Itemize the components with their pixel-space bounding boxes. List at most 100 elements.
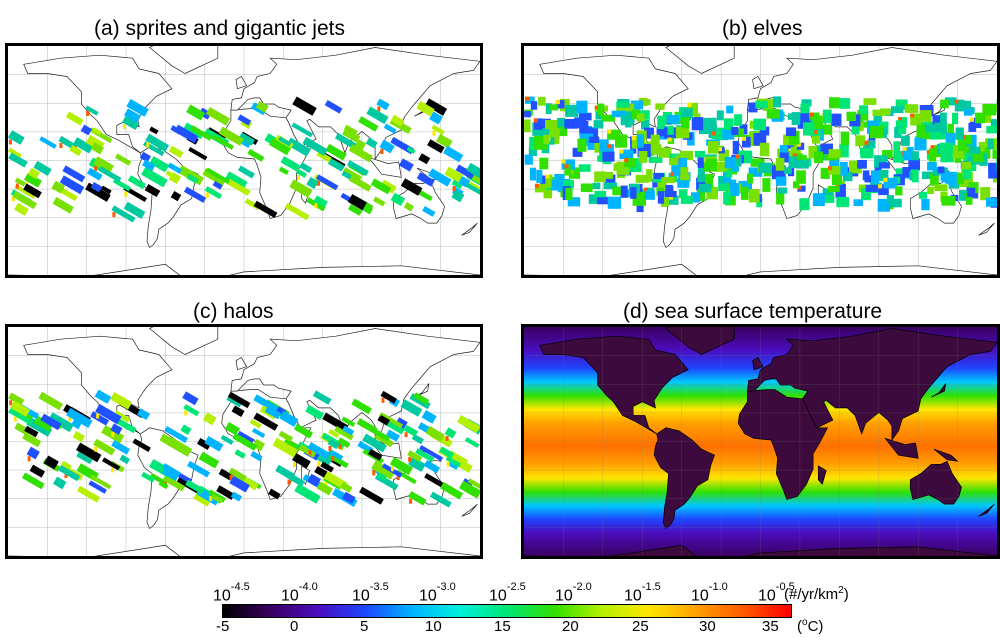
colorbar-bottom-label-4: 15 [494,618,511,635]
elves-cell [927,162,937,171]
coastline [909,460,962,505]
elves-cell [911,169,919,183]
elves-hot-cell [718,147,722,152]
panel-a-title: (a) sprites and gigantic jets [94,17,345,40]
elves-cell [972,148,984,163]
swath-segment [90,181,103,193]
coastline [524,544,997,556]
swath-segment [234,449,246,459]
swath-segment [211,134,234,150]
swath-segment [305,404,324,421]
swath-segment [435,133,453,149]
elves-cell [738,180,752,192]
swath-segment [291,122,314,138]
swath-segment [137,408,151,421]
coastline [539,335,689,435]
swath-segment [283,437,301,452]
swath-segment [377,472,387,481]
hotspot-mark [317,461,321,467]
elves-cell [549,128,560,140]
swath-segment [182,391,199,406]
elves-cell [630,100,644,110]
elves-cell [927,186,934,194]
swath-segment [40,413,62,431]
hotspot-mark [13,416,17,422]
elves-hot-cell [792,153,797,158]
swath-segment [190,125,213,141]
hotspot-mark [94,166,98,172]
elves-cell [793,181,800,189]
elves-cell [648,156,663,163]
swath-segment [278,166,290,176]
elves-cell [574,117,587,129]
swath-segment [320,461,334,473]
elves-hot-cell [809,112,814,117]
elves-cell [955,127,964,140]
colorbar-bottom-label-8: 35 [762,618,779,635]
swath-segment [122,115,140,131]
elves-cell [878,162,890,169]
elves-cell [644,127,654,139]
elves-cell [968,146,981,154]
swath-segment [27,167,40,180]
hotspot-mark [452,186,456,192]
elves-hot-cell [643,187,648,192]
elves-hot-cell [797,185,802,190]
elves-cell [680,150,694,161]
swath-segment [162,463,181,477]
elves-cell [603,171,613,179]
elves-cell [908,158,920,171]
elves-cell [646,169,653,182]
swath-segment [95,403,122,425]
elves-cell [641,119,650,130]
elves-cell [813,130,822,138]
swath-segment [65,111,84,126]
elves-hot-cell [619,149,624,154]
coastline [931,383,947,398]
elves-cell [549,104,559,111]
hotspot-mark [11,196,15,202]
swath-segment [296,168,307,178]
swath-segment [342,127,361,143]
elves-hot-cell [607,129,612,134]
elves-cell [776,192,785,205]
elves-cell [934,184,948,192]
elves-cell [723,174,731,183]
swath-segment [202,412,217,426]
elves-cell [630,187,637,199]
swath-segment [14,177,26,187]
swath-segment [52,197,74,214]
elves-cell [777,187,788,194]
swath-segment [211,493,223,504]
swath-segment [76,485,100,503]
swath-segment [180,424,192,435]
elves-cell [619,149,634,160]
swath-segment [231,405,245,417]
swath-segment [379,139,395,154]
swath-segment [62,165,86,183]
elves-cell [878,169,889,182]
elves-cell [966,164,977,172]
elves-cell [753,133,767,146]
elves-cell [940,99,949,109]
swath-segment [187,460,211,478]
elves-cell [724,156,738,169]
swath-segment [98,166,122,183]
swath-segment [407,450,423,463]
elves-cell [965,193,973,205]
elves-cell [741,186,749,200]
swath-segment [444,427,457,439]
elves-cell [551,179,563,191]
swath-segment [167,162,183,174]
elves-cell [565,187,573,201]
elves-hot-cell [930,145,935,150]
swath-segment [85,105,99,116]
elves-hot-cell [667,137,672,142]
hotspot-mark [396,475,400,481]
swath-segment [443,145,464,163]
swath-segment [164,426,189,443]
elves-cell [855,135,866,147]
elves-cell [835,183,846,198]
elves-cell [705,173,714,188]
elves-cell [812,115,824,130]
